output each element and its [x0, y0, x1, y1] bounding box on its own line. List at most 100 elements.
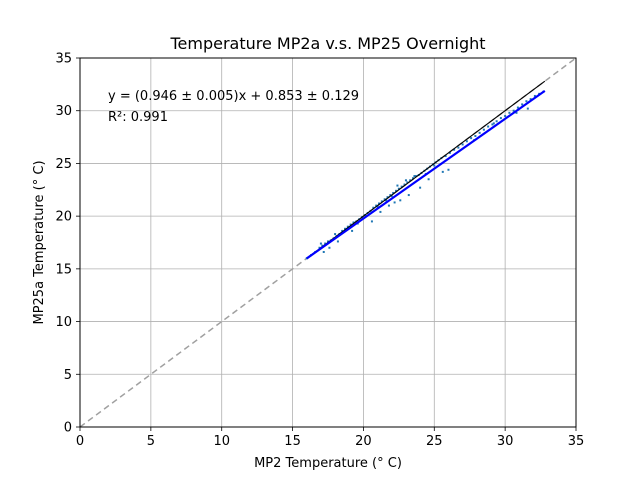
scatter-point: [406, 181, 409, 184]
x-tick-label: 30: [497, 434, 514, 449]
scatter-point: [457, 146, 460, 149]
scatter-point: [515, 111, 518, 114]
scatter-point: [529, 98, 532, 101]
x-tick-label: 25: [426, 434, 443, 449]
scatter-point: [447, 168, 450, 171]
scatter-point: [327, 240, 329, 243]
scatter-point: [351, 229, 354, 232]
scatter-point: [324, 242, 327, 245]
y-tick-label: 35: [55, 52, 72, 67]
y-tick-label: 0: [64, 421, 72, 436]
scatter-point: [328, 246, 331, 249]
scatter-point: [407, 194, 410, 197]
y-tick-label: 10: [55, 315, 72, 330]
scatter-point: [396, 184, 399, 187]
scatter-point: [378, 202, 381, 205]
scatter-point: [318, 246, 321, 249]
scatter-point: [334, 233, 337, 236]
scatter-point: [504, 114, 507, 117]
reference-line: [306, 80, 546, 259]
scatter-point: [412, 177, 415, 180]
fit-equation-annotation: y = (0.946 ± 0.005)x + 0.853 ± 0.129: [108, 89, 359, 104]
scatter-point: [526, 107, 529, 110]
scatter-point: [444, 155, 447, 158]
scatter-point: [495, 120, 498, 123]
plot-frame: [79, 57, 577, 428]
fit-line-path: [306, 89, 546, 260]
scatter-point: [482, 128, 485, 131]
scatter-point: [386, 196, 389, 199]
scatter-point: [487, 125, 490, 128]
scatter-point: [492, 122, 495, 125]
x-tick-label: 10: [213, 434, 230, 449]
x-tick-label: 35: [568, 434, 585, 449]
grid-lines: [79, 57, 577, 428]
scatter-point: [409, 179, 412, 182]
scatter-point: [512, 109, 515, 112]
scatter-point: [400, 185, 403, 188]
scatter-point: [385, 199, 388, 202]
scatter-point: [392, 191, 395, 194]
scatter-point: [383, 198, 386, 201]
scatter-point: [453, 148, 456, 151]
scatter-point: [403, 183, 406, 186]
scatter-point: [372, 206, 375, 209]
y-tick-label: 30: [55, 104, 72, 119]
scatter-point: [433, 164, 436, 167]
scatter-point: [387, 204, 390, 207]
scatter-point: [389, 194, 392, 197]
r-squared-annotation: R²: 0.991: [108, 110, 168, 125]
scatter-point: [461, 143, 464, 146]
scatter-point: [375, 204, 378, 207]
scatter-point: [352, 221, 355, 224]
scatter-point: [521, 103, 524, 106]
scatter-point: [414, 175, 417, 178]
scatter-point: [413, 175, 416, 178]
scatter-point: [397, 187, 400, 190]
scatter-point: [470, 137, 473, 140]
scatter-point: [427, 178, 430, 181]
scatter-point: [465, 140, 468, 143]
scatter-point: [380, 200, 383, 203]
scatter-point: [404, 179, 407, 182]
y-tick-label: 25: [55, 157, 72, 172]
y-axis-label: MP25a Temperature (° C): [32, 160, 47, 324]
y-tick-label: 20: [55, 210, 72, 225]
scatter-point: [441, 170, 444, 173]
fit-line: [306, 89, 546, 260]
scatter-point: [399, 199, 402, 202]
scatter-point: [395, 189, 398, 192]
scatter-point: [346, 225, 349, 228]
x-tick-label: 20: [355, 434, 372, 449]
scatter-point: [525, 100, 528, 103]
scatter-point: [349, 223, 352, 226]
scatter-point: [390, 195, 393, 198]
scatter-point: [419, 186, 422, 189]
y-tick-label: 5: [64, 368, 72, 383]
scatter-point: [344, 227, 347, 230]
scatter-point: [393, 201, 396, 204]
scatter-point: [341, 229, 344, 232]
y-axis-ticks: 0 5 10 15 20 25 30 35: [55, 52, 80, 436]
y-tick-label: 15: [55, 262, 72, 277]
reference-line-path: [306, 80, 546, 259]
x-axis-label: MP2 Temperature (° C): [254, 456, 402, 471]
scatter-point: [516, 106, 519, 109]
scatter-point: [376, 205, 379, 208]
scatter-point: [379, 210, 382, 213]
scatter-point: [336, 240, 339, 243]
scatter-point: [491, 123, 494, 126]
x-tick-label: 5: [147, 434, 155, 449]
scatter-point: [508, 111, 511, 114]
chart-title: Temperature MP2a v.s. MP25 Overnight: [169, 34, 485, 53]
scatter-point: [478, 131, 481, 134]
scatter-point: [321, 244, 324, 247]
scatter-point: [319, 242, 322, 245]
scatter-point: [499, 117, 502, 120]
scatter-point: [474, 135, 477, 138]
scatter-point: [533, 94, 536, 97]
x-tick-label: 0: [76, 434, 84, 449]
scatter-point: [448, 151, 451, 154]
